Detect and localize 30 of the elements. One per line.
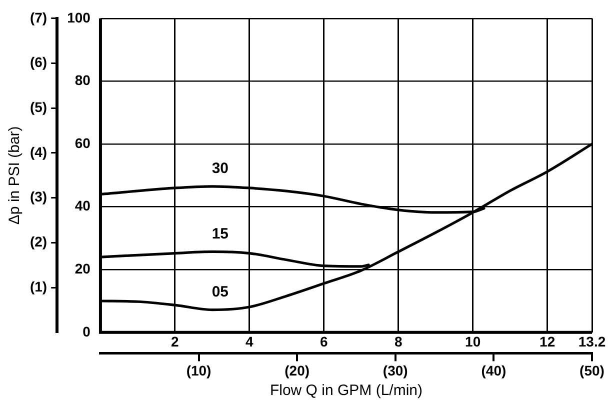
y-tick-label: 20 [74,260,91,276]
y-tick-label: 100 [67,9,91,26]
x-tick-label: 12 [540,334,556,350]
x2-tick-label: (20) [284,362,310,378]
y2-tick-label: (2) [30,234,48,250]
y2-tick-label: (4) [30,144,48,160]
x-tick-label: 4 [246,334,254,350]
x2-tick-label: (40) [481,362,506,378]
y-tick-label: 80 [74,72,91,88]
x-tick-label: 13.2 [578,334,606,350]
x-tick-label: 10 [465,334,481,350]
y2-tick-label: (6) [30,54,48,70]
x2-tick-label: (30) [382,362,408,378]
series-label: 05 [212,283,229,300]
series-label: 30 [212,160,229,178]
y-tick-label: 60 [74,134,91,151]
x2-tick-label: (50) [580,362,604,378]
y-tick-label: 0 [82,323,91,340]
y2-tick-label: (7) [30,9,48,26]
x2-tick-label: (10) [186,362,212,378]
y2-tick-label: (5) [30,98,48,115]
y2-tick-label: (3) [30,188,48,205]
series-label: 15 [212,225,229,242]
x-tick-label: 8 [394,334,402,350]
y2-axis-title: Δp in PSI (bar) [6,126,24,225]
x-axis-title: Flow Q in GPM (L/min) [270,382,422,400]
x-tick-label: 2 [171,334,180,350]
x-tick-label: 6 [320,334,328,350]
y-tick-label: 40 [74,198,91,214]
y2-tick-label: (1) [30,278,48,294]
